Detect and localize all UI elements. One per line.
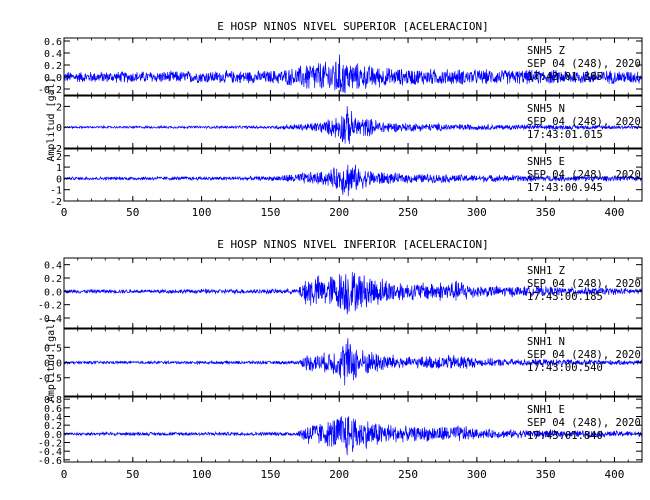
trace-annotation: SNH1 Z: [527, 265, 565, 277]
y-tick-label: -0.2: [38, 301, 62, 312]
x-tick-label: 350: [536, 206, 556, 219]
waveform-e: [63, 416, 643, 456]
trace-annotation: SNH5 N: [527, 103, 565, 115]
trace-annotation: SNH5 Z: [527, 45, 565, 57]
y-tick-label: -0.4: [38, 447, 62, 458]
trace-annotation: SEP 04 (248), 2020: [527, 278, 641, 290]
trace-annotation: 17:43:00.540: [527, 362, 603, 374]
y-tick-label: 0: [56, 174, 62, 185]
trace-annotation: SEP 04 (248), 2020: [527, 417, 641, 429]
waveform-z: [63, 271, 643, 315]
y-tick-label: 0.6: [44, 404, 62, 415]
y-tick-label: 1: [56, 163, 62, 174]
chart-superior: E HOSP NINOS NIVEL SUPERIOR [ACELERACION…: [38, 20, 643, 219]
x-tick-label: 250: [398, 468, 418, 481]
trace-annotation: SNH5 E: [527, 156, 565, 168]
y-tick-label: 0.8: [44, 395, 62, 406]
trace-annotation: 17:43:01.385: [527, 71, 603, 83]
x-axis: 0 50 100 150 200 250 300 350 400: [61, 38, 643, 219]
trace-annotation: SNH1 E: [527, 404, 565, 416]
chart-inferior: E HOSP NINOS NIVEL INFERIOR [ACELERACION…: [38, 238, 643, 481]
waveform-n: [63, 106, 643, 145]
x-tick-label: 0: [61, 206, 68, 219]
trace-annotation: SEP 04 (248), 2020: [527, 349, 641, 361]
x-axis: 0 50 100 150 200 250 300 350 400: [61, 258, 643, 481]
waveform-z: [63, 54, 643, 94]
y-tick-label: -0.2: [38, 439, 62, 450]
y-tick-label: 0.4: [44, 49, 62, 60]
y-tick-label: 0.2: [44, 274, 62, 285]
y-tick-label: 0.2: [44, 421, 62, 432]
x-tick-label: 200: [329, 468, 349, 481]
y-tick-label: -2: [50, 197, 62, 208]
y-tick-label: 0.0: [44, 73, 62, 84]
trace-annotation: 17:43:00.185: [527, 291, 603, 303]
x-tick-label: 100: [192, 468, 212, 481]
x-tick-label: 250: [398, 206, 418, 219]
x-tick-label: 200: [329, 206, 349, 219]
x-tick-label: 400: [605, 206, 625, 219]
trace-annotation: 17:43:01.840: [527, 430, 603, 442]
trace-annotation: 17:43:01.015: [527, 129, 603, 141]
y-tick-label: 0.0: [44, 430, 62, 441]
y-tick-label: 2: [56, 152, 62, 163]
y-tick-label: -0.4: [38, 314, 62, 325]
y-tick-label: -0.2: [38, 85, 62, 96]
trace-annotation: SEP 04 (248), 2020: [527, 116, 641, 128]
x-tick-label: 350: [536, 468, 556, 481]
y-axis-label: Amplitud [gal]: [46, 77, 57, 161]
y-tick-label: 0: [56, 123, 62, 134]
x-tick-label: 300: [467, 206, 487, 219]
y-tick-label: -2: [50, 144, 62, 155]
trace-annotation: SNH1 N: [527, 336, 565, 348]
chart-title: E HOSP NINOS NIVEL SUPERIOR [ACELERACION…: [217, 20, 489, 33]
x-tick-label: 50: [126, 206, 139, 219]
trace-annotation: SEP 04 (248), 2020: [527, 169, 641, 181]
x-tick-label: 300: [467, 468, 487, 481]
trace-annotation: SEP 04 (248), 2020: [527, 58, 641, 70]
y-tick-label: -0.6: [38, 456, 62, 467]
y-tick-label: -0.5: [38, 374, 62, 385]
x-tick-label: 0: [61, 468, 68, 481]
trace-annotation: 17:43:00.945: [527, 182, 603, 194]
y-tick-label: 0.4: [44, 413, 62, 424]
y-tick-label: 2: [56, 102, 62, 113]
chart-title: E HOSP NINOS NIVEL INFERIOR [ACELERACION…: [217, 238, 489, 251]
y-tick-label: 0.0: [44, 287, 62, 298]
waveform-e: [63, 164, 643, 197]
y-axis-label: Amplitud [gal]: [46, 318, 57, 402]
y-tick-label: 0.6: [44, 37, 62, 48]
x-tick-label: 150: [260, 206, 280, 219]
y-tick-label: 0.2: [44, 61, 62, 72]
y-tick-label: 0.5: [44, 343, 62, 354]
x-tick-label: 50: [126, 468, 139, 481]
y-tick-label: 0.4: [44, 261, 62, 272]
x-tick-label: 100: [192, 206, 212, 219]
y-tick-label: 0.0: [44, 359, 62, 370]
x-tick-label: 400: [605, 468, 625, 481]
waveform-n: [63, 338, 643, 386]
y-tick-label: -1: [50, 186, 62, 197]
x-tick-label: 150: [260, 468, 280, 481]
